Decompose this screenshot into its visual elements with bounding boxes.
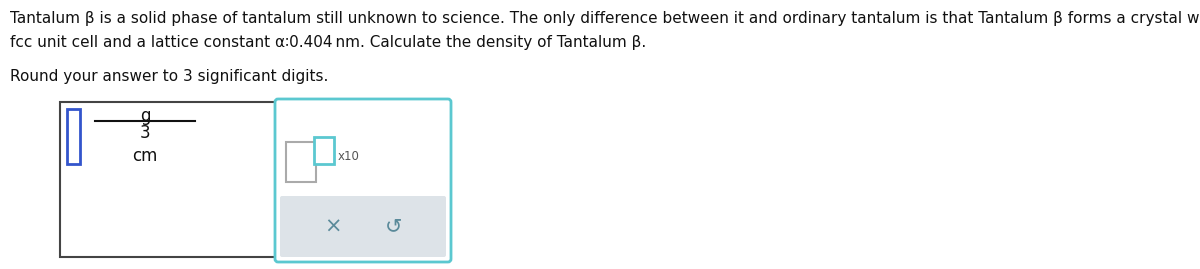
FancyBboxPatch shape <box>280 196 446 257</box>
Text: g: g <box>139 107 150 125</box>
Text: Round your answer to 3 significant digits.: Round your answer to 3 significant digit… <box>10 69 329 84</box>
Text: cm: cm <box>132 147 157 165</box>
FancyBboxPatch shape <box>314 137 334 164</box>
FancyBboxPatch shape <box>67 109 80 164</box>
Text: 3: 3 <box>139 124 150 142</box>
Text: Tantalum β is a solid phase of tantalum still unknown to science. The only diffe: Tantalum β is a solid phase of tantalum … <box>10 11 1200 26</box>
Text: fcc unit cell and a lattice constant α∶0.404 nm. Calculate the density of Tantal: fcc unit cell and a lattice constant α∶0… <box>10 35 647 50</box>
Text: ×: × <box>324 217 341 236</box>
FancyBboxPatch shape <box>60 102 295 257</box>
Text: ↺: ↺ <box>385 217 402 236</box>
Text: x10: x10 <box>338 150 360 164</box>
FancyBboxPatch shape <box>275 99 451 262</box>
FancyBboxPatch shape <box>286 142 316 182</box>
